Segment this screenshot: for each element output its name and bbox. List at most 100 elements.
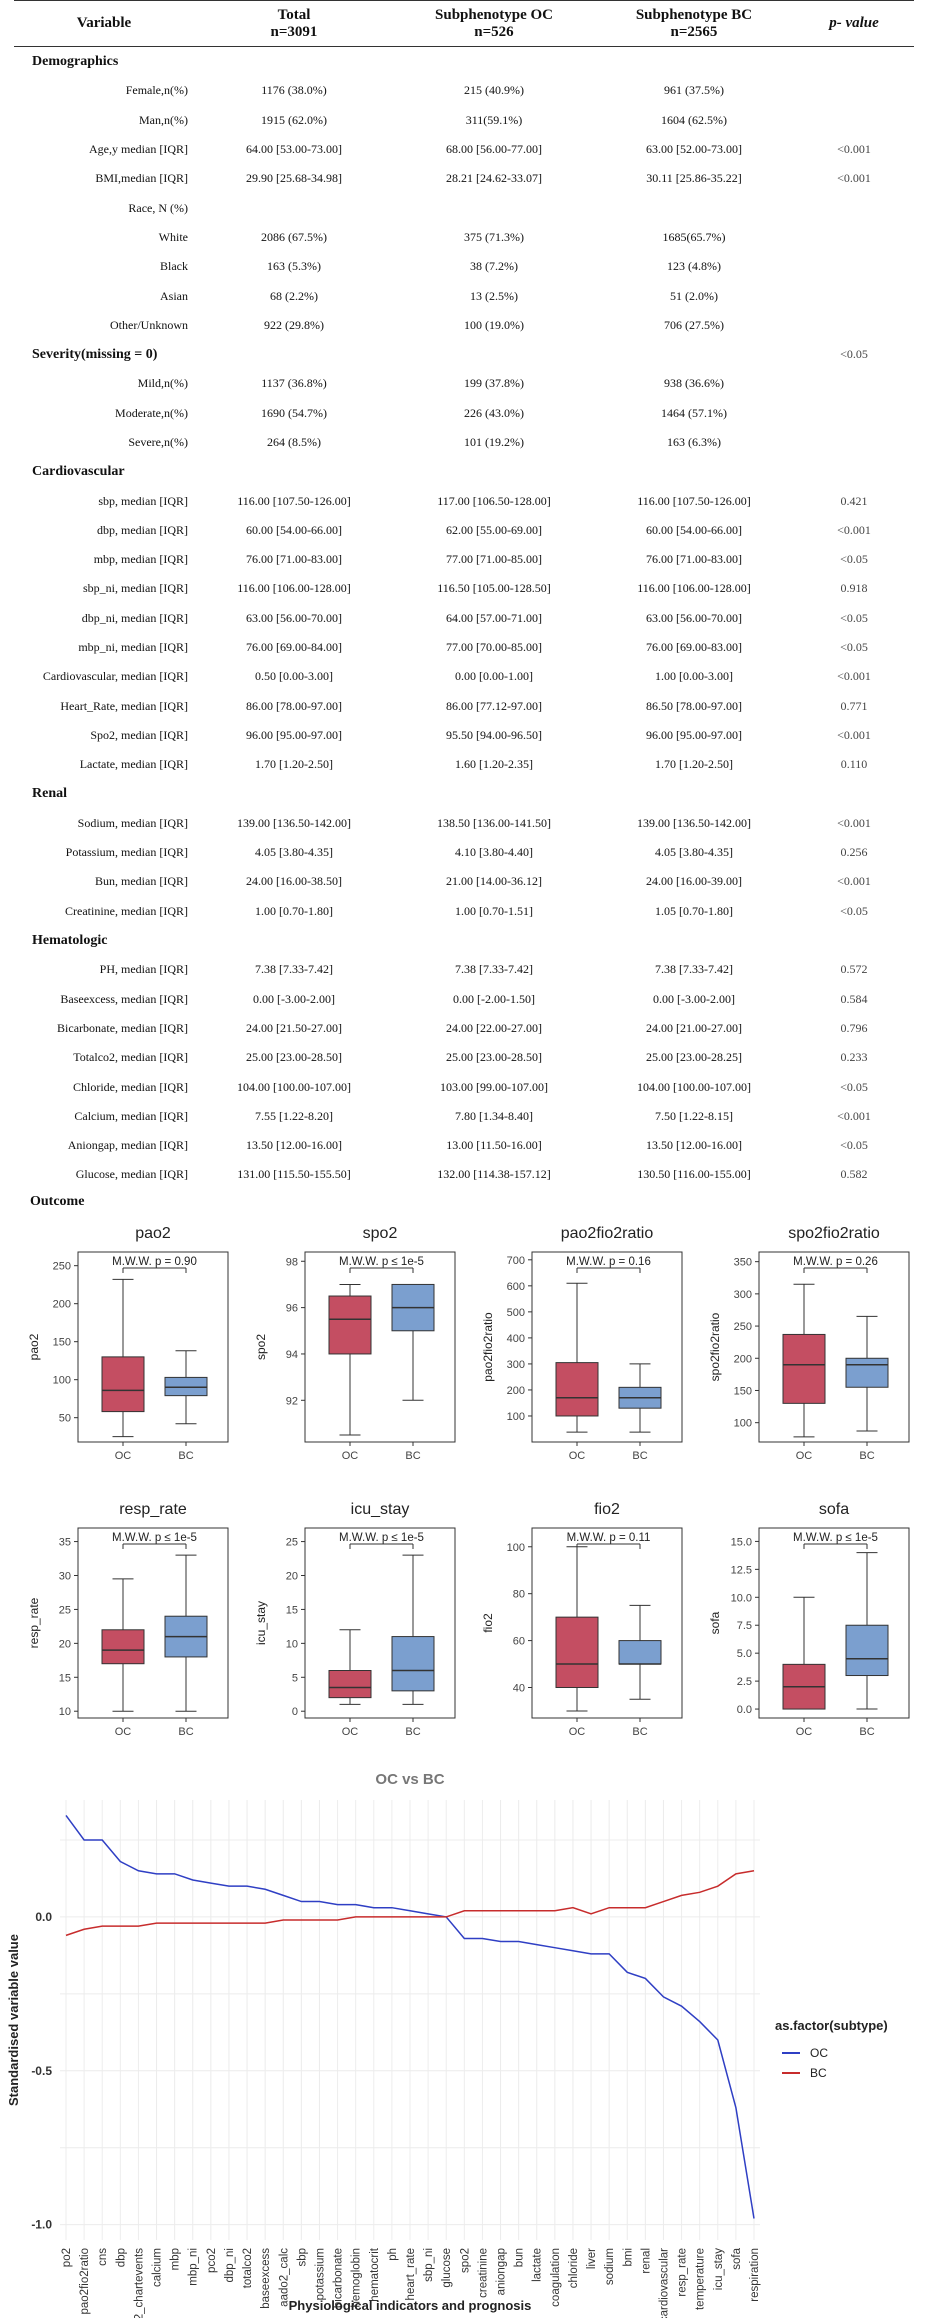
section-row: Hematologic: [14, 926, 914, 955]
table-row: dbp_ni, median [IQR] 63.00 [56.00-70.00] 6…: [14, 604, 914, 633]
cell-bc: 63.00 [56.00-70.00]: [646, 610, 742, 625]
cell-total: 104.00 [100.00-107.00]: [237, 1079, 351, 1094]
cell-pvalue: [794, 399, 914, 428]
cell-pvalue: 0.233: [840, 1050, 868, 1065]
y-tick-label: 0.0: [35, 1910, 52, 1924]
x-category-label: cardiovascular: [658, 2248, 670, 2318]
cell-bc: 86.50 [78.00-97.00]: [646, 698, 742, 713]
x-category-label: bicarbonate: [333, 2248, 345, 2308]
baseline-table: Variable Total n=3091 Subphenotype OC n=52…: [14, 0, 914, 1190]
cell-total: 7.55 [1.22-8.20]: [255, 1108, 333, 1123]
cell-bc: 961 (37.5%): [664, 83, 724, 98]
boxplot-panel-icu_stay: icu_stay 0 5 10 15 20 25 icu_stay OC BC M.W.W. p ≤…: [254, 1501, 456, 1738]
cell-oc: 116.50 [105.00-128.50]: [437, 581, 551, 596]
cell-total: 1.70 [1.20-2.50]: [255, 757, 333, 772]
cell-total: 60.00 [54.00-66.00]: [246, 522, 342, 537]
y-tick-label: 300: [507, 1359, 525, 1371]
cell-variable: sbp_ni, median [IQR]: [83, 581, 188, 596]
cell-total: 64.00 [53.00-73.00]: [246, 142, 342, 157]
cell-pvalue: <0.001: [837, 874, 871, 889]
cell-variable: Man,n(%): [139, 112, 188, 127]
x-tick-label: OC: [796, 1450, 813, 1462]
y-tick-label: 500: [507, 1307, 525, 1319]
x-category-label: hematocrit: [369, 2247, 381, 2301]
cell-variable: Race, N (%): [128, 200, 188, 215]
cell-bc: 1604 (62.5%): [661, 112, 727, 127]
cell-total: 76.00 [69.00-84.00]: [246, 640, 342, 655]
pvalue-annotation: M.W.W. p = 0.11: [567, 1532, 651, 1544]
cell-oc: [394, 193, 594, 222]
y-tick-label: 98: [286, 1256, 298, 1268]
pvalue-annotation: M.W.W. p ≤ 1e-5: [112, 1532, 197, 1544]
table-row: Cardiovascular, median [IQR] 0.50 [0.00-3…: [14, 662, 914, 691]
section-label: Severity(missing = 0): [32, 346, 158, 362]
series-line-bc: [65, 1870, 755, 1937]
y-tick-label: 150: [734, 1385, 752, 1397]
x-category-label: bun: [514, 2248, 526, 2267]
section-pvalue: [794, 47, 914, 77]
section-label: Cardiovascular: [32, 463, 125, 479]
cell-variable: Sodium, median [IQR]: [77, 815, 188, 830]
table-row: Potassium, median [IQR] 4.05 [3.80-4.35] 4…: [14, 838, 914, 867]
y-tick-label: 35: [59, 1537, 71, 1549]
y-tick-label: 200: [734, 1353, 752, 1365]
cell-variable: Asian: [160, 288, 188, 303]
cell-pvalue: 0.918: [840, 581, 868, 596]
box-oc: [101, 1629, 145, 1665]
cell-bc: 24.00 [16.00-39.00]: [646, 874, 742, 889]
cell-variable: White: [158, 229, 188, 244]
y-tick-label: 80: [513, 1589, 525, 1601]
cell-pvalue: 0.110: [840, 757, 868, 772]
box-oc: [782, 1333, 826, 1404]
cell-pvalue: 0.421: [840, 493, 868, 508]
y-axis-label: spo2fio2ratio: [708, 1312, 722, 1381]
panel-frame: [758, 1527, 910, 1719]
y-tick-label: 250: [734, 1321, 752, 1333]
x-category-label: resp_rate: [677, 2248, 689, 2297]
x-category-label: lactate: [532, 2248, 544, 2282]
cell-variable: Glucose, median [IQR]: [75, 1167, 188, 1182]
table-header: Variable Total n=3091 Subphenotype OC n=52…: [14, 0, 914, 47]
cell-bc: 4.05 [3.80-4.35]: [655, 845, 733, 860]
cell-pvalue: <0.001: [837, 171, 871, 186]
cell-variable: Cardiovascular, median [IQR]: [42, 669, 188, 684]
section-row: Demographics: [14, 47, 914, 77]
y-axis-label: resp_rate: [27, 1597, 41, 1648]
cell-oc: 86.00 [77.12-97.00]: [446, 698, 542, 713]
panel-frame: [77, 1527, 229, 1719]
pvalue-annotation: M.W.W. p ≤ 1e-5: [339, 1532, 424, 1544]
cell-oc: 101 (19.2%): [464, 435, 524, 449]
y-axis-label: pao2: [27, 1333, 41, 1360]
cell-oc: 103.00 [99.00-107.00]: [440, 1079, 548, 1094]
cell-variable: Totalco2, median [IQR]: [73, 1050, 188, 1065]
cell-total: 7.38 [7.33-7.42]: [255, 962, 333, 977]
cell-variable: Mild,n(%): [137, 376, 188, 391]
cell-variable: dbp, median [IQR]: [97, 522, 188, 537]
table-row: Totalco2, median [IQR] 25.00 [23.00-28.50…: [14, 1043, 914, 1072]
y-tick-label: 0.0: [737, 1704, 752, 1716]
cell-total: 116.00 [106.00-128.00]: [237, 581, 351, 596]
cell-oc: 100 (19.0%): [464, 317, 524, 332]
cell-bc: 13.50 [12.00-16.00]: [646, 1138, 742, 1153]
cell-oc: 68.00 [56.00-77.00]: [446, 142, 542, 157]
cell-total: 68 (2.2%): [270, 288, 318, 303]
table-row: Creatinine, median [IQR] 1.00 [0.70-1.80]…: [14, 897, 914, 926]
cell-total: 96.00 [95.00-97.00]: [246, 727, 342, 742]
legend-label: OC: [810, 2046, 828, 2060]
panel-title: spo2: [363, 1225, 398, 1242]
y-axis-label: pao2fio2ratio: [481, 1312, 495, 1382]
table-row: Bun, median [IQR] 24.00 [16.00-38.50] 21.0…: [14, 867, 914, 896]
x-category-label: sodium: [604, 2248, 616, 2285]
x-tick-label: OC: [796, 1726, 813, 1738]
pvalue-annotation: M.W.W. p = 0.26: [793, 1256, 878, 1268]
cell-bc: 130.50 [116.00-155.00]: [637, 1167, 751, 1182]
y-tick-label: 15.0: [731, 1536, 752, 1548]
x-tick-label: OC: [115, 1726, 132, 1738]
x-category-label: dbp_ni: [224, 2248, 236, 2283]
y-axis-label: icu_stay: [254, 1601, 268, 1645]
x-tick-label: BC: [405, 1726, 420, 1738]
cell-bc: 163 (6.3%): [667, 435, 721, 449]
table-row: Mild,n(%) 1137 (36.8%) 199 (37.8%) 938 (36.…: [14, 369, 914, 398]
panel-frame: [304, 1251, 456, 1443]
section-pvalue: <0.05: [840, 347, 868, 362]
